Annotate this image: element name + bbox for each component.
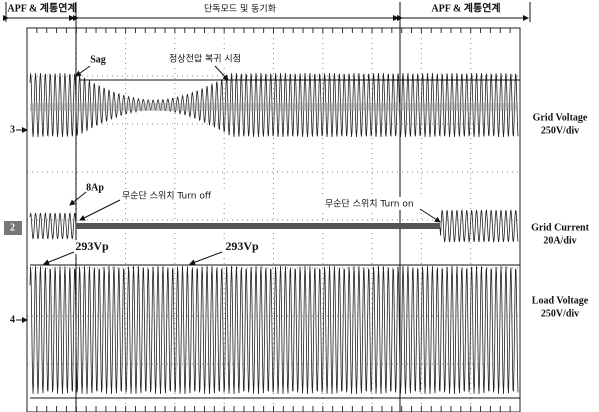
- phase-label: APF & 계통연계: [431, 1, 500, 14]
- annotation: 무순단 스위치 Turn on: [325, 198, 414, 210]
- annotation: Sag: [90, 54, 106, 65]
- annotation: 정상전압 복귀 시점: [169, 53, 241, 65]
- annotation: 무순단 스위치 Turn off: [122, 190, 212, 202]
- channel-label: Grid Voltage: [533, 112, 588, 123]
- channel-scale: 20A/div: [543, 235, 576, 246]
- phase-label: APF & 계통연계: [7, 1, 76, 14]
- annotation-arrow: [80, 200, 120, 220]
- page: APF & 계통연계 단독모드 및 동기화 APF & 계통연계 3 2 4 G…: [0, 0, 599, 412]
- channel-marker: 3: [10, 124, 15, 135]
- annotation: 8Ap: [86, 182, 104, 193]
- annotation-arrow: [215, 66, 228, 80]
- scope-figure: APF & 계통연계 단독모드 및 동기화 APF & 계통연계 3 2 4 G…: [0, 0, 599, 412]
- annotation: 293Vp: [75, 239, 109, 253]
- trace-band: [76, 223, 440, 229]
- channel-scale: 250V/div: [541, 125, 579, 136]
- channel-scale: 250V/div: [541, 308, 579, 319]
- channel-label: Grid Current: [531, 222, 590, 233]
- annotation-arrow: [44, 252, 74, 264]
- annotation-arrow: [76, 66, 90, 76]
- annotation-arrow: [70, 192, 86, 205]
- waveform: [30, 266, 518, 394]
- trace-band: [30, 103, 518, 111]
- channel-marker: 2: [10, 222, 15, 233]
- annotation: 293Vp: [225, 239, 259, 253]
- phase-label: 단독모드 및 동기화: [204, 3, 276, 15]
- channel-label: Load Voltage: [532, 295, 589, 306]
- annotation-arrow: [190, 252, 222, 264]
- channel-marker: 4: [10, 314, 15, 325]
